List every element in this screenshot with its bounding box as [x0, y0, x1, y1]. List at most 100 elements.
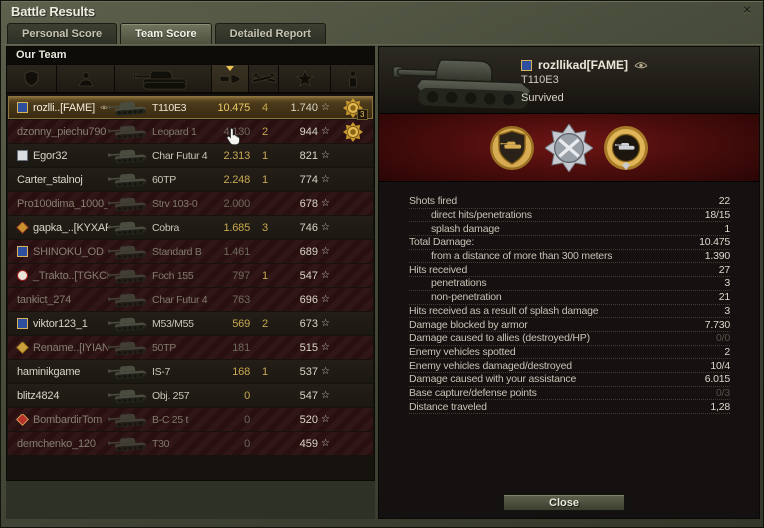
stat-row: non-penetration 21: [409, 291, 730, 305]
mouse-cursor: [226, 127, 241, 146]
table-row[interactable]: viktor123_1 M53/M55 569 2 673 ☆: [8, 312, 373, 335]
tank-silhouette-icon: [107, 292, 147, 308]
gold-wreath-medal-icon[interactable]: [603, 125, 649, 171]
column-player[interactable]: [57, 65, 115, 92]
vehicle-name: Cobra: [152, 221, 180, 234]
silver-burst-medal-icon[interactable]: [545, 123, 593, 172]
table-row[interactable]: Pro100dima_1000_.. Strv 103-0 2.000 678 ☆: [8, 192, 373, 215]
player-name: blitz4824: [17, 389, 60, 402]
vehicle-name: IS-7: [152, 365, 171, 378]
column-xp[interactable]: [279, 65, 331, 92]
column-damage[interactable]: [212, 65, 249, 92]
player-name: BombardirTom: [33, 413, 103, 426]
team-rows: rozlli..[FAME] T110E3 10.475 4 1.740 ☆ 3: [8, 96, 373, 455]
table-row[interactable]: _Trakto..[TGKCK] Foch 155 797 1 547☆: [8, 264, 373, 287]
stat-value: 27: [718, 263, 730, 276]
xp-star-icon: ☆: [321, 126, 330, 137]
vehicle-name: 60TP: [152, 173, 176, 186]
kills-value: 2: [261, 125, 269, 138]
player-name: Pro100dima_1000_..: [17, 197, 108, 210]
epaulette-icon: [348, 69, 357, 87]
player-cell: BombardirTom: [8, 413, 108, 426]
tank-silhouette-icon: [107, 220, 147, 236]
damage-value: 2.000: [223, 197, 250, 210]
table-row[interactable]: tankict_274 Char Futur 4 763 696 ☆: [8, 288, 373, 311]
hero-block: rozllikad[FAME] T110E3 Survived: [379, 47, 759, 114]
stat-value: 3: [724, 277, 730, 290]
table-row[interactable]: rozlli..[FAME] T110E3 10.475 4 1.740 ☆ 3: [8, 96, 373, 120]
table-row[interactable]: haminikgame IS-7 168 1 537 ☆: [8, 360, 373, 383]
player-cell: dzonny_piechu790: [8, 126, 108, 138]
player-name: Egor32: [33, 149, 68, 162]
battle-medal-icon: 3: [342, 97, 368, 120]
gold-shield-medal-icon[interactable]: [489, 125, 535, 171]
column-clan[interactable]: [7, 65, 57, 92]
column-vehicle[interactable]: [115, 65, 212, 92]
xp-star-icon: ☆: [321, 174, 330, 185]
table-row[interactable]: demchenko_120 T30 0 459 ☆: [8, 432, 373, 455]
player-cell: tankict_274: [8, 294, 108, 306]
vehicle-image-cell: [107, 314, 152, 333]
stat-value: 10.475: [699, 236, 730, 249]
damage-value: 1.685: [223, 221, 250, 234]
column-kills[interactable]: [249, 65, 279, 92]
xp-cell: 547 ☆: [280, 390, 332, 402]
xp-star-icon: ☆: [321, 270, 330, 281]
damage-value: 2.248: [223, 173, 250, 186]
xp-cell: 774 ☆: [280, 174, 332, 186]
vehicle-name: Char Futur 4: [152, 293, 208, 306]
xp-value: 821: [299, 149, 319, 162]
xp-star-icon: ☆: [321, 318, 330, 329]
table-row[interactable]: gapka_..[KYXAP] Cobra 1.685 3 746 ☆: [8, 216, 373, 239]
stat-row: Damage blocked by armor 7.730: [409, 318, 730, 332]
close-button[interactable]: Close: [503, 494, 625, 511]
player-name: SHINOKU_OD: [33, 245, 104, 258]
sort-caret-icon: [226, 66, 234, 71]
tab-detailed-report[interactable]: Detailed Report: [214, 23, 326, 44]
player-name: haminikgame: [17, 365, 81, 378]
vehicle-name: M53/M55: [152, 317, 194, 330]
damage-value: 0: [244, 437, 250, 450]
player-cell: haminikgame: [8, 366, 108, 378]
kills-value: 1: [261, 269, 269, 282]
stat-row: direct hits/penetrations 18/15: [409, 209, 730, 223]
xp-value: 746: [299, 221, 319, 234]
table-row[interactable]: Rename..[IYIAN] 50TP 181 515 ☆: [8, 336, 373, 359]
tab-personal-score[interactable]: Personal Score: [7, 23, 118, 44]
clan-emblem-icon: [17, 102, 28, 113]
player-cell: demchenko_120: [8, 438, 108, 450]
title-bar: Battle Results ×: [1, 1, 763, 22]
stat-label: direct hits/penetrations: [431, 209, 532, 222]
xp-star-icon: ☆: [321, 366, 330, 377]
vehicle-image-cell: [107, 194, 152, 213]
table-row[interactable]: Carter_stalnoj 60TP 2.248 1 774 ☆: [8, 168, 373, 191]
player-cell: gapka_..[KYXAP]: [8, 221, 108, 234]
tank-silhouette-icon: [107, 268, 147, 284]
xp-star-icon: ☆: [321, 390, 330, 401]
team-panel-title: Our Team: [7, 47, 374, 64]
column-medals[interactable]: [331, 65, 374, 92]
player-cell: SHINOKU_OD: [8, 246, 108, 258]
tab-strip-divider: [1, 44, 763, 45]
tank-silhouette-icon: [107, 412, 147, 428]
xp-value: 774: [299, 173, 319, 186]
xp-star-icon: ☆: [321, 246, 330, 257]
tank-silhouette-icon: [107, 388, 147, 404]
table-row[interactable]: blitz4824 Obj. 257 0 547 ☆: [8, 384, 373, 407]
close-icon[interactable]: ×: [743, 2, 751, 17]
stat-label: Damage blocked by armor: [409, 318, 528, 331]
stat-label: Damage caused to allies (destroyed/HP): [409, 332, 590, 345]
damage-value: 2.313: [223, 149, 250, 162]
table-row[interactable]: Egor32 Char Futur 4 2.313 1 821 ☆: [8, 144, 373, 167]
xp-value: 673: [299, 317, 319, 330]
shield-icon: [24, 70, 39, 87]
tab-team-score[interactable]: Team Score: [120, 23, 212, 44]
stat-row: Shots fired 22: [409, 195, 730, 209]
vehicle-name: Strv 103-0: [152, 197, 198, 210]
player-name: _Trakto..[TGKCK]: [33, 269, 108, 282]
xp-value: 678: [299, 197, 319, 210]
table-row[interactable]: BombardirTom B-C 25 t 0 520 ☆: [8, 408, 373, 431]
stat-row: from a distance of more than 300 meters …: [409, 250, 730, 264]
table-row[interactable]: SHINOKU_OD Standard B 1.461 689 ☆: [8, 240, 373, 263]
table-row[interactable]: dzonny_piechu790 Leopard 1 4.130 2 944 ☆: [8, 120, 373, 143]
